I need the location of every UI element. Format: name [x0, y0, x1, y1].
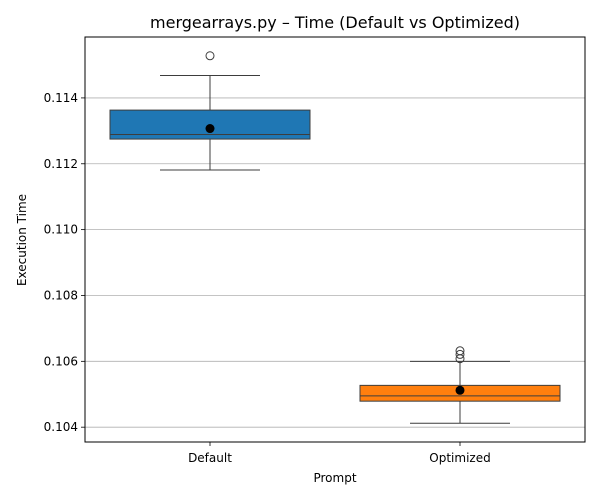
y-axis-ticks: 0.104 0.106 0.108 0.110 0.112 0.114: [44, 91, 85, 434]
outlier-point: [455, 346, 465, 356]
x-tick-label: Default: [188, 451, 232, 465]
y-tick-label: 0.106: [44, 354, 78, 368]
box-group-default: [109, 51, 311, 171]
mean-marker: [455, 385, 465, 395]
outlier-point: [455, 349, 465, 359]
y-tick-label: 0.114: [44, 91, 78, 105]
y-tick-label: 0.112: [44, 157, 78, 171]
y-tick-label: 0.108: [44, 288, 78, 302]
x-axis-ticks: Default Optimized: [188, 442, 491, 465]
mean-marker: [205, 124, 215, 134]
x-axis-title: Prompt: [313, 471, 356, 485]
plot-frame: [84, 36, 586, 443]
box-series: [109, 51, 561, 424]
chart-title: mergearrays.py – Time (Default vs Optimi…: [150, 13, 520, 32]
outlier-point: [205, 51, 215, 61]
y-tick-label: 0.104: [44, 420, 78, 434]
y-axis-title: Execution Time: [15, 194, 29, 286]
y-tick-label: 0.110: [44, 223, 78, 237]
box-group-optimized: [359, 346, 561, 424]
x-tick-label: Optimized: [429, 451, 490, 465]
gridlines: [85, 97, 585, 428]
